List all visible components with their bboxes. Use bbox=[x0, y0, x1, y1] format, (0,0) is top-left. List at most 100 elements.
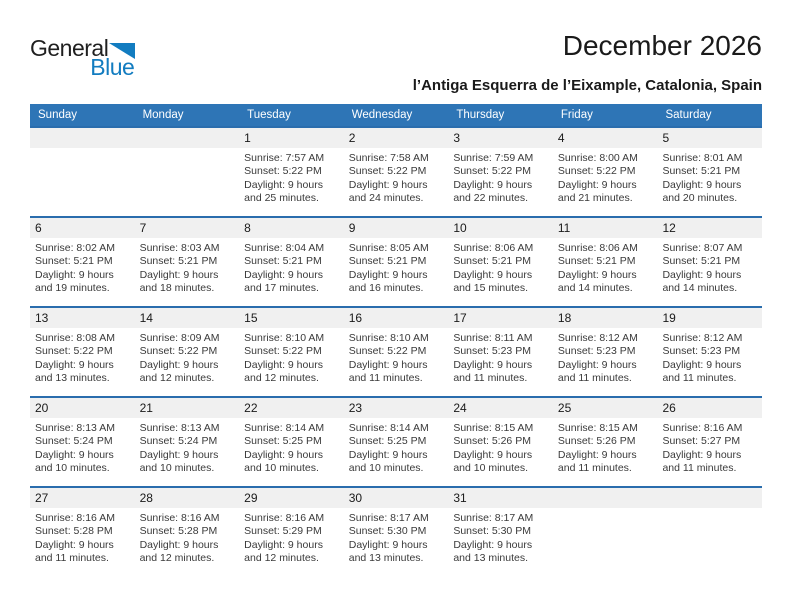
daylight-text: Daylight: 9 hours and 12 minutes. bbox=[139, 358, 219, 385]
day-details: Sunrise: 8:00 AM Sunset: 5:22 PM Daylight:… bbox=[553, 148, 658, 206]
sunrise-text: Sunrise: 8:07 AM bbox=[662, 242, 743, 254]
day-number: 20 bbox=[30, 398, 135, 418]
weekday-header-friday: Friday bbox=[560, 109, 593, 121]
daylight-text: Daylight: 9 hours and 17 minutes. bbox=[244, 268, 323, 295]
day-details: Sunrise: 8:17 AM Sunset: 5:30 PM Daylight:… bbox=[344, 508, 449, 566]
logo-top-line: General bbox=[30, 37, 136, 60]
day-cell-5: 5 Sunrise: 8:01 AM Sunset: 5:21 PM Daylight… bbox=[657, 128, 763, 216]
day-details: Sunrise: 8:16 AM Sunset: 5:28 PM Daylight:… bbox=[30, 508, 135, 566]
sunset-text: Sunset: 5:22 PM bbox=[453, 165, 531, 178]
day-details: Sunrise: 8:12 AM Sunset: 5:23 PM Daylight:… bbox=[657, 328, 762, 386]
week-row-3: 13 Sunrise: 8:08 AM Sunset: 5:22 PM Dayligh… bbox=[30, 306, 763, 396]
sunset-text: Sunset: 5:21 PM bbox=[139, 255, 218, 268]
day-cell-23: 23 Sunrise: 8:14 AM Sunset: 5:25 PM Dayligh… bbox=[343, 398, 449, 486]
sunset-text: Sunset: 5:25 PM bbox=[348, 435, 427, 448]
day-details: Sunrise: 8:17 AM Sunset: 5:30 PM Daylight:… bbox=[448, 508, 553, 566]
sunrise-text: Sunrise: 8:11 AM bbox=[453, 332, 533, 344]
sunrise-text: Sunrise: 8:15 AM bbox=[557, 422, 638, 434]
day-cell-16: 16 Sunrise: 8:10 AM Sunset: 5:22 PM Dayligh… bbox=[343, 308, 449, 396]
day-number bbox=[30, 128, 135, 148]
sunset-text: Sunset: 5:28 PM bbox=[35, 525, 113, 538]
daylight-text: Daylight: 9 hours and 11 minutes. bbox=[453, 358, 533, 385]
day-number: 2 bbox=[343, 128, 449, 148]
sunset-text: Sunset: 5:22 PM bbox=[348, 165, 427, 178]
daylight-text: Daylight: 9 hours and 13 minutes. bbox=[35, 358, 114, 385]
day-cell-30: 30 Sunrise: 8:17 AM Sunset: 5:30 PM Dayligh… bbox=[343, 488, 449, 576]
day-number: 21 bbox=[134, 398, 240, 418]
general-blue-logo: General Blue bbox=[30, 37, 136, 80]
day-details: Sunrise: 8:15 AM Sunset: 5:26 PM Daylight:… bbox=[553, 418, 658, 476]
day-number: 27 bbox=[30, 488, 135, 508]
day-number bbox=[552, 488, 658, 508]
daylight-text: Daylight: 9 hours and 16 minutes. bbox=[348, 268, 428, 295]
sunset-text: Sunset: 5:22 PM bbox=[557, 165, 636, 178]
weekday-header-monday: Monday bbox=[142, 109, 184, 121]
daylight-text: Daylight: 9 hours and 10 minutes. bbox=[244, 448, 323, 475]
weekday-header-wednesday: Wednesday bbox=[351, 109, 413, 121]
weeks-container: 1 Sunrise: 7:57 AM Sunset: 5:22 PM Daylight… bbox=[30, 126, 763, 576]
sunrise-text: Sunrise: 8:10 AM bbox=[244, 332, 325, 344]
day-number: 1 bbox=[239, 128, 344, 148]
day-number: 4 bbox=[552, 128, 658, 148]
day-details: Sunrise: 7:58 AM Sunset: 5:22 PM Daylight:… bbox=[344, 148, 449, 206]
daylight-text: Daylight: 9 hours and 14 minutes. bbox=[557, 268, 637, 295]
sunset-text: Sunset: 5:21 PM bbox=[662, 165, 741, 178]
day-cell-26: 26 Sunrise: 8:16 AM Sunset: 5:27 PM Dayligh… bbox=[657, 398, 763, 486]
sunset-text: Sunset: 5:21 PM bbox=[662, 255, 741, 268]
day-details: Sunrise: 8:06 AM Sunset: 5:21 PM Daylight:… bbox=[448, 238, 553, 296]
weekday-header-thursday: Thursday bbox=[456, 109, 505, 121]
sunrise-text: Sunrise: 8:17 AM bbox=[453, 512, 534, 524]
day-details: Sunrise: 8:10 AM Sunset: 5:22 PM Daylight:… bbox=[344, 328, 449, 386]
day-details: Sunrise: 8:10 AM Sunset: 5:22 PM Daylight:… bbox=[239, 328, 344, 386]
day-number: 16 bbox=[343, 308, 449, 328]
daylight-text: Daylight: 9 hours and 11 minutes. bbox=[662, 358, 742, 385]
day-details: Sunrise: 8:01 AM Sunset: 5:21 PM Daylight:… bbox=[657, 148, 762, 206]
daylight-text: Daylight: 9 hours and 15 minutes. bbox=[453, 268, 533, 295]
day-details: Sunrise: 8:11 AM Sunset: 5:23 PM Daylight:… bbox=[448, 328, 553, 386]
daylight-text: Daylight: 9 hours and 14 minutes. bbox=[662, 268, 742, 295]
day-cell-7: 7 Sunrise: 8:03 AM Sunset: 5:21 PM Daylight… bbox=[134, 218, 240, 306]
sunrise-text: Sunrise: 8:15 AM bbox=[453, 422, 534, 434]
day-details: Sunrise: 7:59 AM Sunset: 5:22 PM Daylight:… bbox=[448, 148, 553, 206]
sunrise-text: Sunrise: 8:12 AM bbox=[662, 332, 743, 344]
sunrise-text: Sunrise: 8:01 AM bbox=[662, 152, 743, 164]
day-cell-25: 25 Sunrise: 8:15 AM Sunset: 5:26 PM Dayligh… bbox=[552, 398, 658, 486]
day-details: Sunrise: 8:06 AM Sunset: 5:21 PM Daylight:… bbox=[553, 238, 658, 296]
daylight-text: Daylight: 9 hours and 10 minutes. bbox=[453, 448, 533, 475]
sunrise-text: Sunrise: 8:16 AM bbox=[139, 512, 220, 524]
day-number: 9 bbox=[343, 218, 449, 238]
daylight-text: Daylight: 9 hours and 13 minutes. bbox=[453, 538, 533, 565]
day-cell-12: 12 Sunrise: 8:07 AM Sunset: 5:21 PM Dayligh… bbox=[657, 218, 763, 306]
day-details: Sunrise: 8:12 AM Sunset: 5:23 PM Daylight:… bbox=[553, 328, 658, 386]
day-number bbox=[134, 128, 240, 148]
day-details: Sunrise: 8:03 AM Sunset: 5:21 PM Daylight:… bbox=[135, 238, 240, 296]
logo-blue-text: Blue bbox=[90, 54, 135, 80]
day-number: 28 bbox=[134, 488, 240, 508]
sunrise-text: Sunrise: 8:16 AM bbox=[662, 422, 743, 434]
day-details: Sunrise: 8:07 AM Sunset: 5:21 PM Daylight:… bbox=[657, 238, 762, 296]
week-row-4: 20 Sunrise: 8:13 AM Sunset: 5:24 PM Dayligh… bbox=[30, 396, 763, 486]
day-number: 22 bbox=[239, 398, 344, 418]
day-number: 23 bbox=[343, 398, 449, 418]
day-number: 12 bbox=[657, 218, 763, 238]
day-details: Sunrise: 8:05 AM Sunset: 5:21 PM Daylight:… bbox=[344, 238, 449, 296]
day-number: 31 bbox=[448, 488, 553, 508]
sunrise-text: Sunrise: 7:57 AM bbox=[244, 152, 325, 164]
day-cell-21: 21 Sunrise: 8:13 AM Sunset: 5:24 PM Dayligh… bbox=[134, 398, 240, 486]
page-title: December 2026 bbox=[562, 30, 762, 61]
sunrise-text: Sunrise: 8:08 AM bbox=[35, 332, 115, 344]
day-details: Sunrise: 8:08 AM Sunset: 5:22 PM Daylight:… bbox=[30, 328, 135, 386]
empty-day-cell bbox=[134, 128, 240, 216]
sunrise-text: Sunrise: 8:14 AM bbox=[348, 422, 429, 434]
daylight-text: Daylight: 9 hours and 21 minutes. bbox=[557, 178, 637, 205]
sunrise-text: Sunrise: 8:04 AM bbox=[244, 242, 325, 254]
day-details: Sunrise: 8:14 AM Sunset: 5:25 PM Daylight:… bbox=[344, 418, 449, 476]
daylight-text: Daylight: 9 hours and 11 minutes. bbox=[662, 448, 742, 475]
day-cell-28: 28 Sunrise: 8:16 AM Sunset: 5:28 PM Dayligh… bbox=[134, 488, 240, 576]
day-details: Sunrise: 8:16 AM Sunset: 5:28 PM Daylight:… bbox=[135, 508, 240, 566]
day-number: 26 bbox=[657, 398, 763, 418]
logo-triangle-icon bbox=[109, 43, 136, 59]
day-cell-18: 18 Sunrise: 8:12 AM Sunset: 5:23 PM Dayligh… bbox=[552, 308, 658, 396]
week-row-5: 27 Sunrise: 8:16 AM Sunset: 5:28 PM Dayligh… bbox=[30, 486, 763, 576]
day-cell-27: 27 Sunrise: 8:16 AM Sunset: 5:28 PM Dayligh… bbox=[30, 488, 135, 576]
